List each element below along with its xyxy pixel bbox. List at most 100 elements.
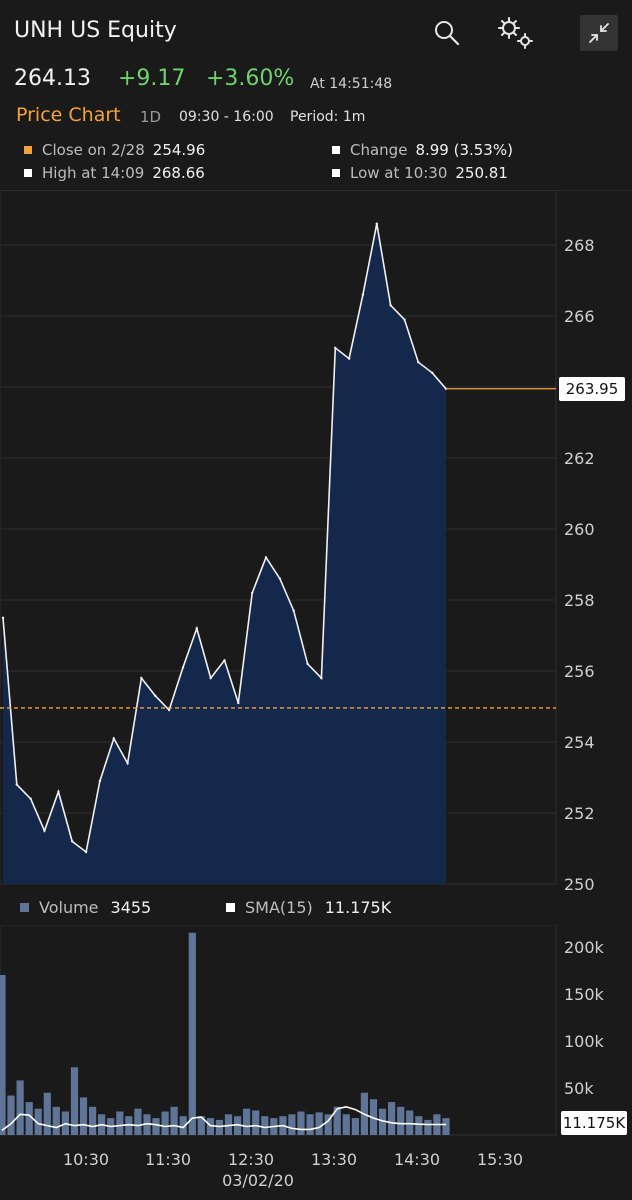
volume-bar	[224, 1114, 233, 1135]
volume-bar	[297, 1111, 305, 1135]
close-marker-icon	[24, 146, 32, 154]
volume-label: Volume	[39, 898, 99, 917]
volume-bar	[215, 1119, 223, 1135]
price-point	[181, 666, 185, 669]
low-marker-icon	[332, 169, 340, 177]
price-point	[195, 627, 198, 630]
price-point	[98, 779, 102, 783]
volume-bar	[243, 1108, 251, 1135]
volume-bar	[34, 1108, 42, 1135]
volume-legend: Volume 3455	[20, 898, 151, 917]
volume-x-tick: 13:30	[311, 1150, 357, 1169]
volume-value: 3455	[110, 898, 152, 917]
volume-x-tick: 14:30	[394, 1150, 440, 1169]
price-y-tick: 262	[564, 449, 595, 468]
volume-bar	[152, 1118, 160, 1135]
price-y-tick: 252	[564, 804, 595, 823]
gear-icon	[498, 17, 533, 49]
price-timestamp: At 14:51:48	[310, 76, 393, 92]
volume-bar	[125, 1116, 133, 1135]
price-point	[403, 318, 406, 321]
stat-low-label: Low at 10:30	[350, 164, 448, 182]
stat-close-value: 254.96	[152, 141, 206, 159]
price-point	[417, 361, 420, 364]
settings-button[interactable]	[494, 14, 536, 52]
volume-bar	[442, 1118, 450, 1135]
stat-high: High at 14:09 268.66	[24, 164, 205, 182]
last-price-tag: 263.95	[559, 377, 625, 401]
volume-bar	[116, 1111, 124, 1135]
price-point	[84, 850, 88, 854]
price-y-tick: 260	[564, 520, 595, 539]
price-chart-label[interactable]: Price Chart	[16, 104, 121, 126]
stat-close: Close on 2/28 254.96	[24, 141, 205, 159]
volume-bar	[197, 1116, 205, 1135]
price-point	[389, 304, 392, 307]
price-chart[interactable]: 268266264262260258256254252250	[0, 190, 632, 890]
search-icon	[435, 21, 460, 46]
volume-y-tick: 100k	[564, 1032, 605, 1051]
period-selector[interactable]: Period: 1m	[290, 109, 366, 125]
stat-high-value: 268.66	[152, 164, 205, 182]
volume-x-tick: 15:30	[477, 1150, 523, 1169]
range-selector[interactable]: 1D	[140, 108, 162, 126]
volume-bar	[143, 1114, 151, 1135]
stat-low-value: 250.81	[455, 164, 508, 182]
price-y-tick: 250	[564, 875, 595, 890]
volume-bar	[43, 1092, 51, 1135]
stat-close-label: Close on 2/28	[42, 141, 145, 159]
price-point	[431, 371, 434, 374]
volume-x-tick: 11:30	[145, 1150, 191, 1169]
price-point	[292, 609, 295, 612]
price-point	[126, 762, 129, 765]
volume-bar	[288, 1114, 296, 1135]
price-point	[251, 591, 254, 595]
price-area	[3, 223, 446, 884]
search-button[interactable]	[430, 16, 464, 50]
price-point	[209, 676, 212, 680]
volume-bar	[388, 1102, 396, 1135]
price-change: +9.17	[118, 66, 186, 91]
volume-bar	[406, 1110, 414, 1135]
last-price: 264.13	[14, 66, 91, 91]
volume-y-tick: 200k	[564, 938, 605, 957]
volume-bar	[79, 1097, 88, 1135]
price-point	[71, 840, 74, 843]
price-y-tick: 256	[564, 662, 595, 681]
volume-bar	[424, 1119, 432, 1135]
price-point	[29, 797, 32, 800]
price-point	[140, 676, 143, 680]
volume-bar	[7, 1095, 15, 1135]
collapse-button[interactable]	[580, 15, 618, 51]
stat-high-label: High at 14:09	[42, 164, 145, 182]
volume-y-tick: 50k	[564, 1079, 594, 1098]
price-change-percent: +3.60%	[206, 66, 295, 91]
volume-bar	[206, 1118, 214, 1135]
x-date-label: 03/02/20	[222, 1171, 294, 1190]
volume-bar	[70, 1067, 79, 1135]
price-y-tick: 266	[564, 307, 595, 326]
volume-bar	[52, 1106, 60, 1135]
volume-plot-frame	[0, 925, 557, 1136]
price-point	[278, 577, 282, 580]
volume-bar	[369, 1099, 378, 1135]
price-point	[334, 346, 337, 350]
ticker-title: UNH US Equity	[14, 18, 177, 43]
stat-low: Low at 10:30 250.81	[332, 164, 508, 182]
volume-bar	[397, 1106, 405, 1135]
volume-bar	[315, 1112, 323, 1135]
volume-marker-icon	[20, 903, 29, 912]
volume-bar	[89, 1106, 97, 1135]
price-y-tick: 254	[564, 733, 595, 752]
volume-x-tick: 12:30	[228, 1150, 274, 1169]
volume-bar	[170, 1106, 178, 1135]
price-point	[264, 556, 268, 559]
volume-bar	[324, 1114, 332, 1135]
price-point	[167, 708, 171, 712]
volume-bar	[378, 1108, 387, 1135]
volume-bar	[25, 1102, 33, 1135]
volume-bar	[134, 1108, 142, 1135]
volume-y-tick: 150k	[564, 985, 605, 1004]
volume-chart[interactable]: 200k 150k 100k 50k 10:30 11:30 12:30 13:30 14:30…	[0, 925, 632, 1200]
high-marker-icon	[24, 169, 32, 177]
